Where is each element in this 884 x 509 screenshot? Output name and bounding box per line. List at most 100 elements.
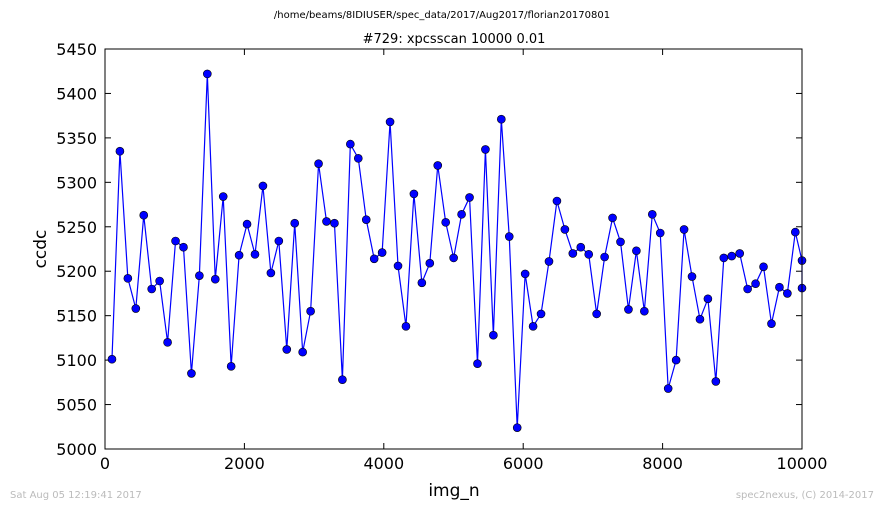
data-point [250, 250, 260, 259]
data-point [195, 271, 204, 280]
data-point [560, 225, 570, 234]
data-point [179, 242, 188, 252]
data-point [210, 274, 220, 284]
data-point [393, 261, 403, 271]
plot-frame [104, 48, 803, 450]
data-point [441, 218, 450, 227]
data-point [107, 354, 117, 364]
x-tick-label: 2000 [224, 454, 265, 473]
data-point [504, 232, 514, 241]
y-tick-label: 5350 [56, 129, 97, 148]
footer-credit: spec2nexus, (C) 2014-2017 [736, 490, 874, 501]
suptitle: /home/beams/8IDIUSER/spec_data/2017/Aug2… [274, 10, 610, 21]
chart-title: #729: xpcsscan 10000 0.01 [363, 32, 546, 47]
data-point [457, 210, 466, 219]
ticks: 0 2000 4000 6000 8000 10000 5000 5050 5100 5150 52… [56, 40, 827, 473]
data-point [433, 161, 443, 170]
y-tick-label: 5450 [56, 40, 97, 59]
data-point [242, 219, 252, 229]
footer-timestamp: Sat Aug 05 12:19:41 2017 [10, 490, 142, 501]
y-tick-label: 5300 [56, 173, 97, 192]
data-point [600, 252, 609, 262]
data-point [544, 257, 554, 266]
data-point [369, 254, 379, 264]
data-point [632, 246, 641, 256]
data-point [322, 217, 331, 226]
data-point [783, 289, 792, 298]
y-tick-label: 5250 [56, 218, 97, 237]
data-point [449, 253, 458, 263]
data-point [163, 338, 172, 347]
data-point [338, 375, 347, 384]
x-tick-label: 10000 [777, 454, 828, 473]
data-point [218, 192, 228, 201]
data-point [640, 306, 649, 316]
y-tick-label: 5200 [56, 262, 97, 281]
y-tick-label: 5050 [56, 396, 97, 415]
data-point [616, 237, 625, 247]
data-point [759, 262, 768, 272]
data-point [473, 359, 482, 368]
data-point [115, 146, 125, 156]
data-point [655, 228, 665, 238]
data-point [608, 213, 617, 223]
data-point [361, 215, 371, 224]
y-tick-label: 5400 [56, 84, 97, 103]
data-point [203, 69, 212, 79]
data-point [512, 423, 522, 432]
plot-area [105, 49, 802, 449]
data-point [139, 210, 149, 220]
x-tick-label: 0 [100, 454, 110, 473]
data-point [647, 210, 657, 219]
data-point [330, 218, 339, 228]
y-axis-label: ccdc [31, 230, 51, 269]
data-point [767, 319, 776, 328]
data-point [258, 181, 268, 191]
data-point [290, 218, 300, 228]
data-point [226, 362, 236, 371]
data-point [131, 304, 141, 313]
data-point [401, 322, 411, 331]
y-tick-label: 5100 [56, 351, 97, 370]
x-axis-label: img_n [428, 481, 479, 501]
data-point [274, 236, 284, 246]
data-point [711, 377, 721, 386]
data-point [497, 114, 506, 124]
data-point [663, 384, 673, 393]
data-point [679, 225, 689, 234]
data-point [552, 196, 562, 206]
data-point [624, 305, 633, 314]
data-point [695, 314, 705, 324]
data-point [377, 248, 387, 257]
data-point [147, 284, 156, 294]
x-tick-label: 4000 [363, 454, 404, 473]
data-point [417, 278, 427, 288]
data-point [155, 276, 164, 286]
data-point [306, 306, 315, 316]
data-point [592, 309, 601, 319]
data-point [751, 279, 760, 288]
data-point [735, 249, 744, 258]
data-point [266, 268, 276, 278]
data-point [528, 322, 538, 331]
data-point [314, 159, 323, 168]
data-point [687, 272, 697, 281]
data-point [719, 253, 729, 263]
data-point [481, 145, 490, 154]
data-point [775, 282, 784, 292]
data-point [671, 355, 681, 365]
data-point [743, 284, 752, 294]
data-point [123, 274, 133, 283]
data-point [234, 250, 244, 260]
data-point [576, 242, 586, 252]
data-point [171, 236, 180, 246]
y-tick-label: 5150 [56, 307, 97, 326]
data-point [584, 250, 594, 259]
data-series [107, 69, 807, 432]
data-point [703, 294, 713, 304]
data-point [346, 139, 355, 149]
data-point [385, 117, 395, 127]
data-point [187, 369, 196, 378]
x-tick-label: 8000 [642, 454, 683, 473]
